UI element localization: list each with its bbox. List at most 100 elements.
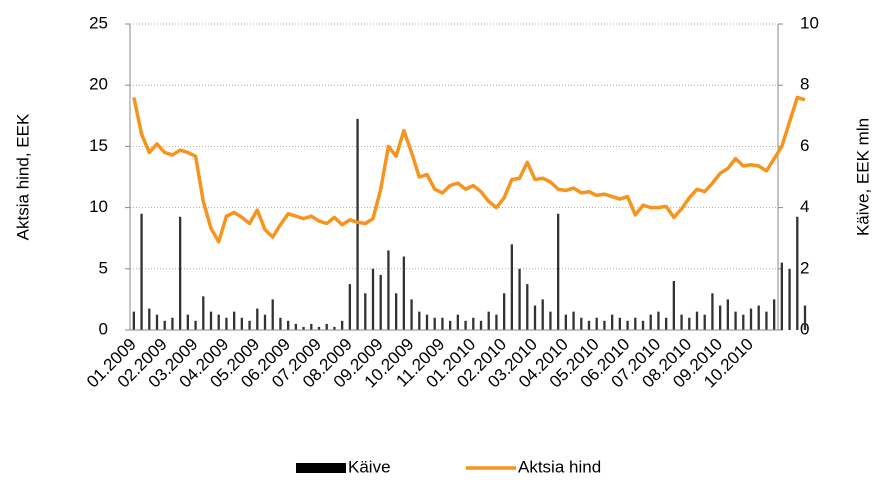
y2-tick-label: 10 xyxy=(800,13,819,32)
bar xyxy=(618,317,622,330)
bar xyxy=(487,311,490,330)
bar xyxy=(742,314,745,330)
bar xyxy=(796,216,799,330)
bar xyxy=(472,317,475,330)
y-tick-label: 0 xyxy=(99,319,108,338)
bar xyxy=(780,262,784,330)
bar xyxy=(433,317,436,330)
bar xyxy=(256,308,259,330)
bar xyxy=(302,326,305,330)
bar xyxy=(248,320,251,330)
bar xyxy=(333,326,336,330)
bar xyxy=(202,296,205,330)
bar xyxy=(495,314,498,330)
legend-swatch xyxy=(296,463,346,473)
bar xyxy=(626,320,629,330)
bar xyxy=(703,314,706,330)
bar xyxy=(225,317,228,330)
bar xyxy=(526,284,529,330)
bar xyxy=(610,314,614,330)
bar xyxy=(649,314,652,330)
bar xyxy=(533,305,537,330)
legend-label: Aktsia hind xyxy=(518,457,601,476)
y2-axis-label: Käive, EEK mln xyxy=(853,118,872,236)
bar xyxy=(163,320,166,330)
y2-tick-label: 8 xyxy=(800,75,809,94)
bar xyxy=(132,311,136,330)
bar xyxy=(664,317,668,330)
bar xyxy=(564,314,568,330)
y-tick-label: 15 xyxy=(89,136,108,155)
bar xyxy=(317,326,321,330)
bar xyxy=(695,311,699,330)
bar xyxy=(749,308,753,330)
bar xyxy=(641,320,645,330)
bar xyxy=(772,299,776,330)
y2-tick-label: 4 xyxy=(800,197,809,216)
price-line xyxy=(132,95,806,244)
bar xyxy=(479,320,483,330)
bar xyxy=(634,317,637,330)
bar xyxy=(217,314,220,330)
bar xyxy=(140,213,143,330)
bar xyxy=(348,284,352,330)
bar xyxy=(711,293,714,330)
y-tick-label: 10 xyxy=(89,197,108,216)
bar xyxy=(310,323,313,330)
bar xyxy=(441,317,444,330)
bar xyxy=(680,314,683,330)
bar xyxy=(757,305,760,330)
bar xyxy=(279,317,282,330)
bar xyxy=(657,311,660,330)
bar xyxy=(148,308,151,330)
bar xyxy=(788,268,791,330)
bar xyxy=(726,299,730,330)
bar xyxy=(171,317,174,330)
bar xyxy=(209,311,213,330)
bar xyxy=(556,213,560,330)
y-tick-label: 5 xyxy=(99,258,108,277)
bar xyxy=(232,311,236,330)
bar xyxy=(580,317,583,330)
bar xyxy=(603,320,606,330)
bar xyxy=(448,320,452,330)
bar xyxy=(356,118,359,330)
y-axis-label: Aktsia hind, EEK xyxy=(13,113,32,240)
bar xyxy=(803,305,807,330)
bar xyxy=(387,250,390,330)
y2-tick-label: 6 xyxy=(800,136,809,155)
bar xyxy=(286,320,290,330)
bar xyxy=(456,314,460,330)
legend-label: Käive xyxy=(348,457,391,476)
bar xyxy=(734,311,737,330)
bar xyxy=(271,299,274,330)
bar xyxy=(410,299,413,330)
bar xyxy=(765,311,768,330)
bar xyxy=(464,320,467,330)
bar xyxy=(572,311,575,330)
bar xyxy=(425,314,429,330)
bar xyxy=(294,323,298,330)
bar xyxy=(549,311,552,330)
bar xyxy=(340,320,344,330)
bar xyxy=(541,299,544,330)
bar xyxy=(379,274,382,330)
bar xyxy=(518,268,521,330)
bar xyxy=(587,320,591,330)
bar xyxy=(394,293,398,330)
bar xyxy=(364,293,367,330)
bar xyxy=(194,320,197,330)
bar xyxy=(402,256,406,330)
bar xyxy=(263,314,267,330)
bar xyxy=(418,311,421,330)
bar xyxy=(718,305,722,330)
bar xyxy=(240,317,244,330)
bar xyxy=(502,293,506,330)
y2-tick-label: 2 xyxy=(800,258,809,277)
y-tick-label: 25 xyxy=(89,13,108,32)
bar xyxy=(155,314,159,330)
y-tick-label: 20 xyxy=(89,75,108,94)
bar xyxy=(178,216,182,330)
bar xyxy=(672,281,676,330)
